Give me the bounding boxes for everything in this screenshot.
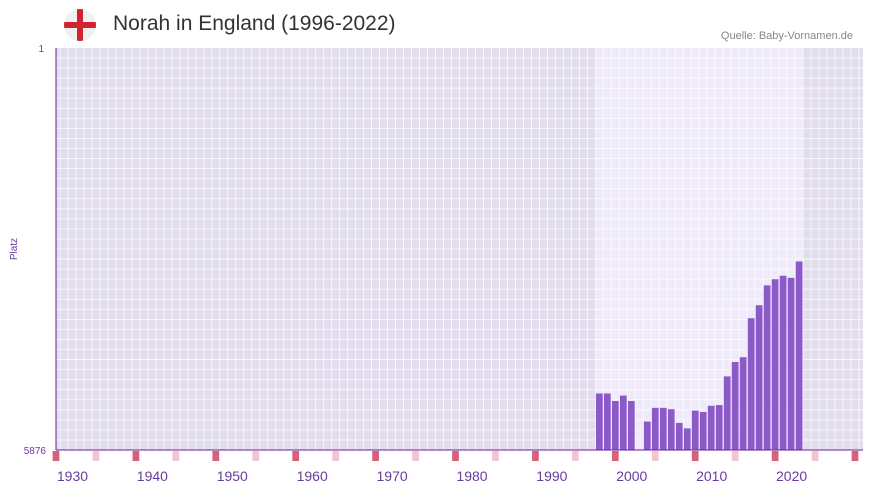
half-decade-marker <box>172 451 180 461</box>
bar <box>619 395 627 450</box>
x-tick-label: 1970 <box>377 468 408 484</box>
bar <box>651 407 659 450</box>
decade-marker <box>372 451 379 461</box>
x-tick-label: 2010 <box>696 468 727 484</box>
grid-lines <box>56 48 863 450</box>
x-tick-label: 1990 <box>536 468 567 484</box>
bar <box>627 401 635 450</box>
decade-marker <box>611 451 619 461</box>
x-tick-label: 1980 <box>456 468 487 484</box>
bar <box>603 393 611 450</box>
half-decade-marker <box>651 451 659 461</box>
bar <box>667 409 675 450</box>
half-decade-marker <box>492 451 499 461</box>
bar <box>779 275 787 450</box>
half-decade-marker <box>92 451 100 461</box>
y-tick-label-bottom: 5876 <box>24 446 47 457</box>
bar <box>611 401 619 450</box>
decade-marker <box>52 451 60 461</box>
x-tick-label: 1940 <box>137 468 168 484</box>
bar <box>747 318 755 450</box>
x-tick-label: 2000 <box>616 468 647 484</box>
bar <box>755 305 763 450</box>
flag-cross-horizontal <box>64 22 96 28</box>
bar <box>787 277 795 450</box>
half-decade-marker <box>332 451 340 461</box>
bar <box>595 393 603 450</box>
x-tick-label: 1950 <box>217 468 248 484</box>
bar <box>771 279 779 450</box>
x-tick-label: 1960 <box>297 468 328 484</box>
decade-marker <box>691 451 699 461</box>
bar <box>723 376 731 450</box>
half-decade-marker <box>412 451 419 461</box>
bar <box>739 357 747 450</box>
x-tick-label: 1930 <box>57 468 88 484</box>
bar <box>763 285 771 450</box>
half-decade-marker <box>252 451 260 461</box>
y-tick-label-top: 1 <box>38 44 44 55</box>
bar <box>691 410 699 450</box>
bar <box>683 428 691 450</box>
half-decade-marker <box>811 451 819 461</box>
bar <box>715 405 723 450</box>
england-flag-icon <box>64 9 96 41</box>
bar <box>699 411 707 450</box>
decade-marker <box>771 451 779 461</box>
decade-marker <box>452 451 459 461</box>
bar <box>707 405 715 450</box>
bar <box>795 261 803 450</box>
decade-marker <box>851 451 859 461</box>
bar <box>659 407 667 450</box>
bar <box>675 422 683 450</box>
decade-marker <box>292 451 300 461</box>
half-decade-marker <box>731 451 739 461</box>
bar <box>731 362 739 450</box>
x-tick-label: 2020 <box>776 468 807 484</box>
half-decade-marker <box>572 451 579 461</box>
bar <box>643 421 651 450</box>
decade-marker <box>532 451 539 461</box>
decade-marker <box>212 451 220 461</box>
chart-title: Norah in England (1996-2022) <box>113 12 396 35</box>
source-label: Quelle: Baby-Vornamen.de <box>720 30 853 42</box>
y-axis-title: Platz <box>9 238 20 260</box>
decade-marker <box>132 451 140 461</box>
